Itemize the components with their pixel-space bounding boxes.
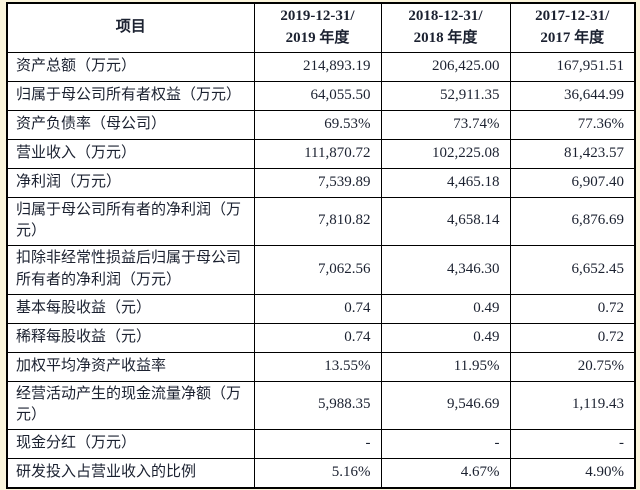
row-label: 基本每股收益（元） bbox=[6, 293, 255, 324]
row-value: 6,907.40 bbox=[509, 167, 636, 198]
financial-summary-table: 项目 2019-12-31/ 2019 年度 2018-12-31/ 2018 … bbox=[6, 2, 636, 489]
row-value: 0.49 bbox=[380, 293, 511, 324]
row-label: 经营活动产生的现金流量净额（万元） bbox=[6, 380, 255, 430]
row-value: 11.95% bbox=[380, 351, 511, 382]
row-label: 归属于母公司所有者权益（万元） bbox=[6, 80, 255, 111]
row-value: 5.16% bbox=[253, 458, 382, 488]
row-label: 营业收入（万元） bbox=[6, 138, 255, 169]
row-value: 73.74% bbox=[380, 109, 511, 140]
row-value: 77.36% bbox=[509, 109, 636, 140]
row-value: 5,988.35 bbox=[253, 380, 382, 430]
row-value: 0.74 bbox=[253, 322, 382, 353]
row-value: 69.53% bbox=[253, 109, 382, 140]
row-value: 7,810.82 bbox=[253, 196, 382, 246]
row-label: 归属于母公司所有者的净利润（万元） bbox=[6, 196, 255, 246]
table-row: 扣除非经常性损益后归属于母公司所有者的净利润（万元） 7,062.56 4,34… bbox=[6, 245, 636, 295]
row-value: 4,658.14 bbox=[380, 196, 511, 246]
row-value: 4,346.30 bbox=[380, 245, 511, 295]
row-value: 4.67% bbox=[380, 458, 511, 488]
row-value: 4,465.18 bbox=[380, 167, 511, 198]
row-value: 167,951.51 bbox=[509, 51, 636, 82]
table-row: 现金分红（万元） - - - bbox=[6, 429, 636, 459]
row-value: 1,119.43 bbox=[509, 380, 636, 430]
header-item: 项目 bbox=[6, 2, 255, 53]
row-label: 现金分红（万元） bbox=[6, 429, 255, 459]
row-value: - bbox=[380, 429, 511, 459]
row-value: 9,546.69 bbox=[380, 380, 511, 430]
header-2017-period: 2017 年度 bbox=[540, 29, 605, 46]
row-label: 稀释每股收益（元） bbox=[6, 322, 255, 353]
row-label: 资产负债率（母公司） bbox=[6, 109, 255, 140]
row-value: - bbox=[509, 429, 636, 459]
header-2018-date: 2018-12-31/ bbox=[408, 8, 483, 24]
row-value: 0.74 bbox=[253, 293, 382, 324]
row-value: 7,539.89 bbox=[253, 167, 382, 198]
header-2019: 2019-12-31/ 2019 年度 bbox=[253, 2, 382, 53]
header-2018: 2018-12-31/ 2018 年度 bbox=[380, 2, 511, 53]
row-value: 4.90% bbox=[509, 458, 636, 488]
header-2017-date: 2017-12-31/ bbox=[535, 8, 610, 24]
row-label: 扣除非经常性损益后归属于母公司所有者的净利润（万元） bbox=[6, 245, 255, 295]
row-label: 研发投入占营业收入的比例 bbox=[6, 458, 255, 488]
row-value: 20.75% bbox=[509, 351, 636, 382]
table-row: 经营活动产生的现金流量净额（万元） 5,988.35 9,546.69 1,11… bbox=[6, 380, 636, 430]
header-2019-period: 2019 年度 bbox=[285, 29, 350, 46]
row-value: - bbox=[253, 429, 382, 459]
row-value: 6,652.45 bbox=[509, 245, 636, 295]
row-value: 111,870.72 bbox=[253, 138, 382, 169]
table-row: 资产总额（万元） 214,893.19 206,425.00 167,951.5… bbox=[6, 51, 636, 82]
table-row: 基本每股收益（元） 0.74 0.49 0.72 bbox=[6, 293, 636, 324]
row-label: 加权平均净资产收益率 bbox=[6, 351, 255, 382]
row-value: 214,893.19 bbox=[253, 51, 382, 82]
row-value: 36,644.99 bbox=[509, 80, 636, 111]
row-value: 81,423.57 bbox=[509, 138, 636, 169]
header-2018-period: 2018 年度 bbox=[413, 29, 478, 46]
row-value: 6,876.69 bbox=[509, 196, 636, 246]
row-value: 0.72 bbox=[509, 322, 636, 353]
row-value: 52,911.35 bbox=[380, 80, 511, 111]
row-value: 0.72 bbox=[509, 293, 636, 324]
row-value: 0.49 bbox=[380, 322, 511, 353]
row-value: 102,225.08 bbox=[380, 138, 511, 169]
row-value: 7,062.56 bbox=[253, 245, 382, 295]
table-row: 稀释每股收益（元） 0.74 0.49 0.72 bbox=[6, 322, 636, 353]
table-row: 研发投入占营业收入的比例 5.16% 4.67% 4.90% bbox=[6, 458, 636, 488]
table-row: 加权平均净资产收益率 13.55% 11.95% 20.75% bbox=[6, 351, 636, 382]
table-row: 营业收入（万元） 111,870.72 102,225.08 81,423.57 bbox=[6, 138, 636, 169]
row-value: 64,055.50 bbox=[253, 80, 382, 111]
table-row: 归属于母公司所有者权益（万元） 64,055.50 52,911.35 36,6… bbox=[6, 80, 636, 111]
row-value: 13.55% bbox=[253, 351, 382, 382]
table-row: 归属于母公司所有者的净利润（万元） 7,810.82 4,658.14 6,87… bbox=[6, 196, 636, 246]
table-row: 资产负债率（母公司） 69.53% 73.74% 77.36% bbox=[6, 109, 636, 140]
table-row: 净利润（万元） 7,539.89 4,465.18 6,907.40 bbox=[6, 167, 636, 198]
header-2017: 2017-12-31/ 2017 年度 bbox=[509, 2, 636, 53]
header-2019-date: 2019-12-31/ bbox=[280, 8, 355, 24]
row-label: 资产总额（万元） bbox=[6, 51, 255, 82]
row-label: 净利润（万元） bbox=[6, 167, 255, 198]
header-row: 项目 2019-12-31/ 2019 年度 2018-12-31/ 2018 … bbox=[6, 2, 636, 53]
row-value: 206,425.00 bbox=[380, 51, 511, 82]
